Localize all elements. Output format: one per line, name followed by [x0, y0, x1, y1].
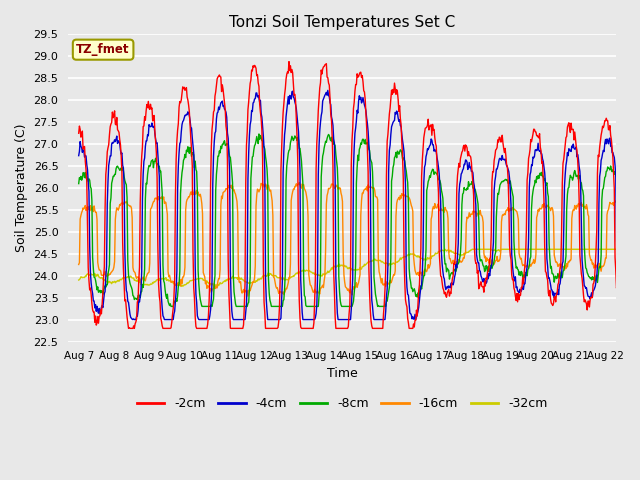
- Text: TZ_fmet: TZ_fmet: [76, 43, 130, 56]
- X-axis label: Time: Time: [327, 367, 358, 380]
- Y-axis label: Soil Temperature (C): Soil Temperature (C): [15, 123, 28, 252]
- Legend: -2cm, -4cm, -8cm, -16cm, -32cm: -2cm, -4cm, -8cm, -16cm, -32cm: [132, 392, 552, 415]
- Title: Tonzi Soil Temperatures Set C: Tonzi Soil Temperatures Set C: [229, 15, 455, 30]
